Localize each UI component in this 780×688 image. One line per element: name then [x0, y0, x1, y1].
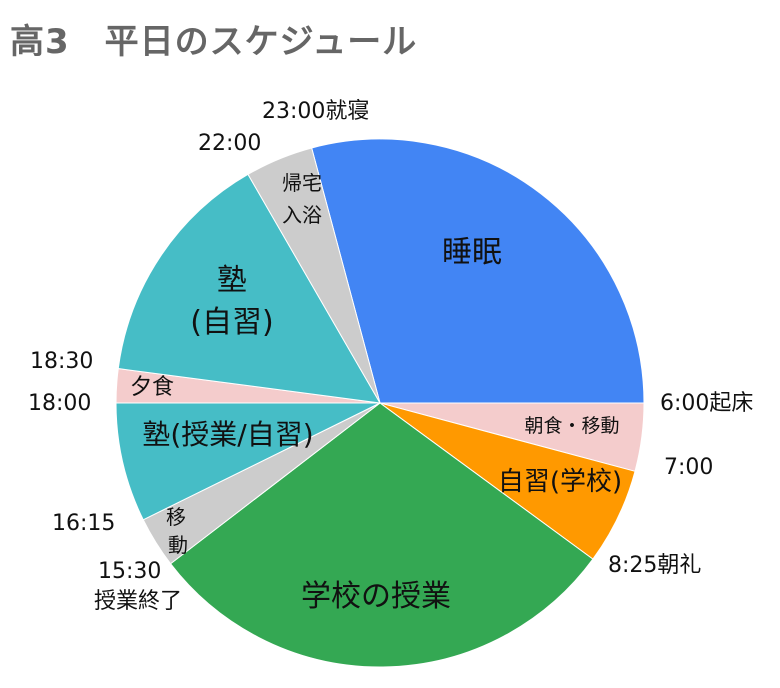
time-label-1530: 15:30 [98, 559, 161, 584]
slice-label-sleep: 睡眠 [442, 235, 502, 270]
chart-title: 高3 平日のスケジュール [10, 22, 418, 62]
time-label-1830: 18:30 [30, 349, 93, 374]
pie-slice-3 [169, 402, 594, 668]
slice-label-home-bath-1: 帰宅 [282, 171, 322, 195]
pie-slice-8 [247, 147, 381, 404]
slice-label-cram-study-1: 塾 [217, 263, 247, 298]
slice-label-cram-study-2: (自習) [190, 305, 273, 340]
time-label-1800: 18:00 [28, 391, 91, 416]
slice-label-dinner: 夕食 [130, 375, 174, 400]
time-label-wake: 6:00起床 [660, 391, 753, 416]
slice-label-home-bath-2: 入浴 [282, 203, 322, 227]
slice-label-commute-2: 動 [168, 533, 188, 557]
slice-label-school-class: 学校の授業 [301, 579, 451, 614]
time-label-bedtime: 23:00就寝 [262, 99, 369, 124]
slice-label-self-study-school: 自習(学校) [498, 467, 622, 497]
time-label-2200: 22:00 [198, 131, 261, 156]
slice-label-cram-class: 塾(授業/自習) [142, 418, 313, 451]
time-label-0825: 8:25朝礼 [608, 553, 701, 578]
pie-slice-0 [311, 138, 645, 404]
time-label-1615: 16:15 [52, 511, 115, 536]
slice-label-commute-1: 移 [166, 505, 186, 529]
pie-slice-5 [115, 402, 381, 521]
time-label-class-end: 授業終了 [94, 589, 182, 614]
slice-label-breakfast-commute: 朝食・移動 [524, 415, 619, 437]
time-label-0700: 7:00 [664, 455, 713, 480]
pie-slice-7 [117, 173, 381, 404]
pie-slices [115, 138, 645, 668]
